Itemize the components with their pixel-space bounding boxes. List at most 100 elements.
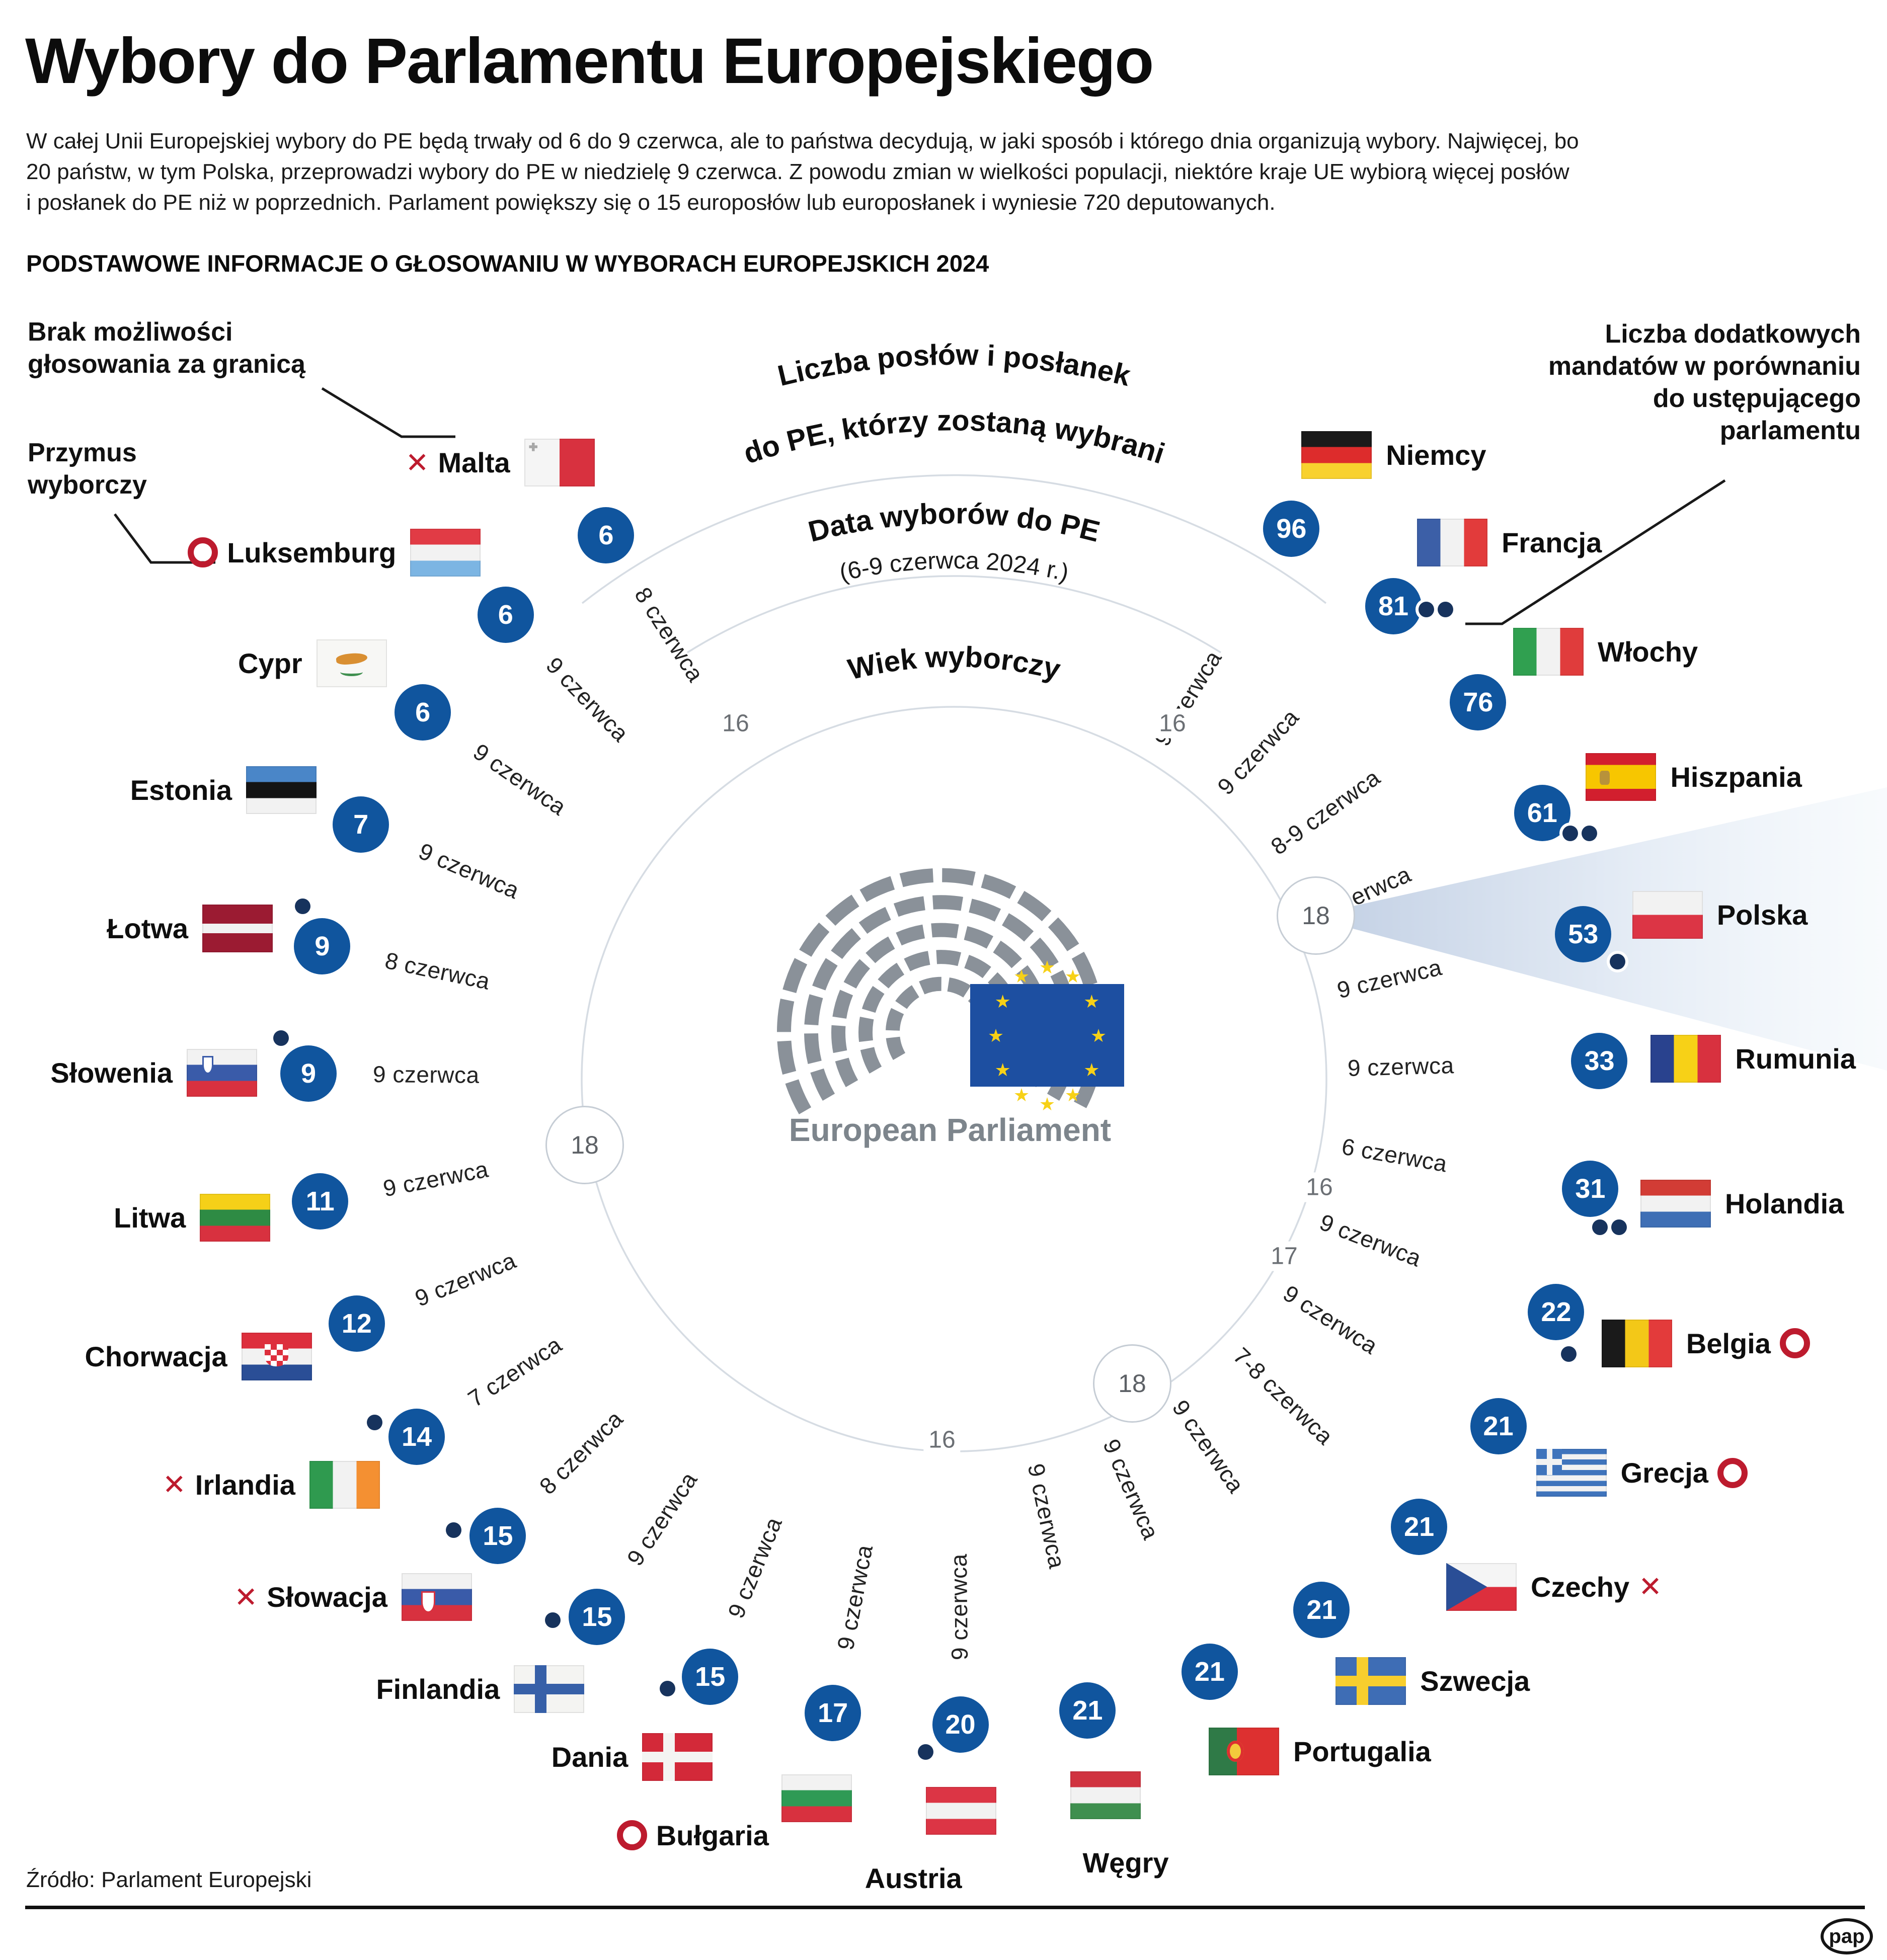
- country-name: Hiszpania: [1670, 761, 1802, 793]
- mandate-dot: [294, 899, 310, 915]
- country-name: Irlandia: [195, 1468, 295, 1501]
- section-subtitle: PODSTAWOWE INFORMACJE O GŁOSOWANIU W WYB…: [26, 250, 989, 277]
- eu-flag-star: ★: [1013, 966, 1030, 987]
- country-Grecja: Grecja: [1621, 1456, 1748, 1490]
- country-name: Grecja: [1620, 1457, 1708, 1489]
- country-Francja: Francja: [1502, 526, 1602, 560]
- country-name: Słowenia: [50, 1057, 173, 1089]
- intro-line: i posłanek do PE niż w poprzednich. Parl…: [26, 190, 1276, 215]
- seat-count-Portugalia: 21: [1181, 1644, 1238, 1700]
- country-Litwa: Litwa: [114, 1200, 186, 1235]
- connector-no-abroad: [321, 387, 455, 438]
- country-Estonia: Estonia: [130, 773, 232, 807]
- flag-Łotwa: [202, 905, 273, 953]
- voting-age-16: 16: [1154, 708, 1191, 739]
- flag-Chorwacja: [241, 1333, 312, 1381]
- legend-no-voting-abroad: Brak możliwości głosowania za granicą: [28, 316, 305, 380]
- country-Polska: Polska: [1717, 897, 1808, 932]
- mandate-dot: [1418, 602, 1434, 618]
- flag-detail: [340, 668, 363, 677]
- country-name: Holandia: [1724, 1187, 1844, 1219]
- poland-highlight-wedge: [1351, 787, 1887, 1071]
- flag-Austria: [926, 1787, 997, 1835]
- flag-detail: [421, 1591, 436, 1613]
- country-name: Rumunia: [1735, 1042, 1856, 1075]
- mandate-dot: [446, 1522, 462, 1538]
- flag-Słowenia: [187, 1049, 258, 1097]
- eu-flag-star: ★: [995, 991, 1011, 1012]
- mandate-dot: [917, 1744, 933, 1760]
- country-Belgia: Belgia: [1686, 1326, 1810, 1360]
- seat-count-Estonia: 7: [333, 796, 389, 853]
- intro-line: W całej Unii Europejskiej wybory do PE b…: [26, 129, 1579, 153]
- country-name: Estonia: [130, 774, 232, 806]
- legend-text: Brak możliwości: [28, 317, 233, 347]
- flag-Francja: [1417, 519, 1488, 567]
- flag-Estonia: [246, 766, 317, 814]
- flag-Czechy: [1446, 1563, 1517, 1611]
- extra-mandate-dots-Finlandia: [544, 1612, 561, 1628]
- country-Irlandia: ✕ Irlandia: [163, 1467, 295, 1502]
- country-name: Litwa: [114, 1201, 186, 1234]
- mandate-dot: [1609, 954, 1625, 970]
- country-name: Francja: [1502, 527, 1602, 559]
- extra-mandate-dots-Polska: [1609, 954, 1625, 970]
- country-Słowenia: Słowenia: [50, 1056, 173, 1090]
- mandate-dot: [273, 1030, 289, 1046]
- country-Włochy: Włochy: [1598, 634, 1698, 669]
- flag-Rumunia: [1650, 1034, 1721, 1083]
- intro-paragraph: W całej Unii Europejskiej wybory do PE b…: [26, 126, 1873, 218]
- eu-flag-star: ★: [1013, 1085, 1030, 1105]
- country-name: Malta: [438, 447, 510, 478]
- ep-logo-caption: European Parliament: [789, 1112, 1111, 1148]
- seat-count-Belgia: 22: [1528, 1284, 1585, 1341]
- country-name: Belgia: [1686, 1327, 1771, 1359]
- extra-mandate-dots-Dania: [659, 1680, 675, 1696]
- country-name: Czechy: [1531, 1571, 1630, 1603]
- mandate-dot: [1560, 1346, 1577, 1362]
- extra-mandate-dots-Austria: [917, 1744, 933, 1760]
- country-name: Szwecja: [1420, 1665, 1530, 1697]
- extra-mandate-dots-Słowenia: [273, 1030, 289, 1046]
- flag-detail: [642, 1751, 713, 1762]
- seat-count-Chorwacja: 12: [328, 1295, 385, 1352]
- flag-Dania: [642, 1733, 713, 1781]
- seat-count-Słowacja: 15: [469, 1507, 526, 1564]
- footer-divider: [25, 1906, 1865, 1909]
- flag-Finlandia: [514, 1665, 585, 1713]
- guide-arc-inner: [687, 575, 1221, 654]
- flag-Irlandia: [309, 1460, 380, 1509]
- mandate-dot: [1592, 1219, 1608, 1236]
- page-title: Wybory do Parlamentu Europejskiego: [25, 25, 1154, 97]
- voting-age-16: 16: [717, 708, 754, 739]
- country-name: Dania: [551, 1741, 628, 1773]
- extra-mandate-dots-Irlandia: [366, 1415, 382, 1431]
- legend-text: mandatów w porównaniu: [1548, 352, 1861, 381]
- seat-count-Litwa: 11: [292, 1173, 349, 1230]
- flag-Bułgaria: [781, 1774, 852, 1822]
- connector-extra-mandates: [1465, 479, 1726, 625]
- flag-Hiszpania: [1586, 753, 1657, 801]
- country-Czechy: Czechy ✕: [1531, 1570, 1662, 1604]
- flag-Polska: [1632, 890, 1703, 939]
- seat-count-Irlandia: 14: [388, 1409, 445, 1465]
- mandate-dot: [544, 1612, 561, 1628]
- mandate-dot: [366, 1415, 382, 1431]
- seat-count-Czechy: 21: [1391, 1498, 1448, 1555]
- flag-Słowacja: [401, 1573, 472, 1621]
- country-name: Luksemburg: [227, 536, 397, 568]
- eu-flag: [970, 984, 1124, 1087]
- legend-text: głosowania za granicą: [28, 350, 305, 379]
- country-Bułgaria: Bułgaria: [616, 1818, 769, 1852]
- voting-age-16: 16: [1301, 1172, 1338, 1202]
- eu-flag-star: ★: [1039, 1094, 1055, 1114]
- country-name: Austria: [864, 1862, 962, 1894]
- extra-mandate-dots-Belgia: [1560, 1346, 1577, 1362]
- extra-mandate-dots-Hiszpania: [1562, 825, 1597, 841]
- extra-mandate-dots-Holandia: [1592, 1219, 1627, 1236]
- eu-flag-star: ★: [1083, 991, 1099, 1012]
